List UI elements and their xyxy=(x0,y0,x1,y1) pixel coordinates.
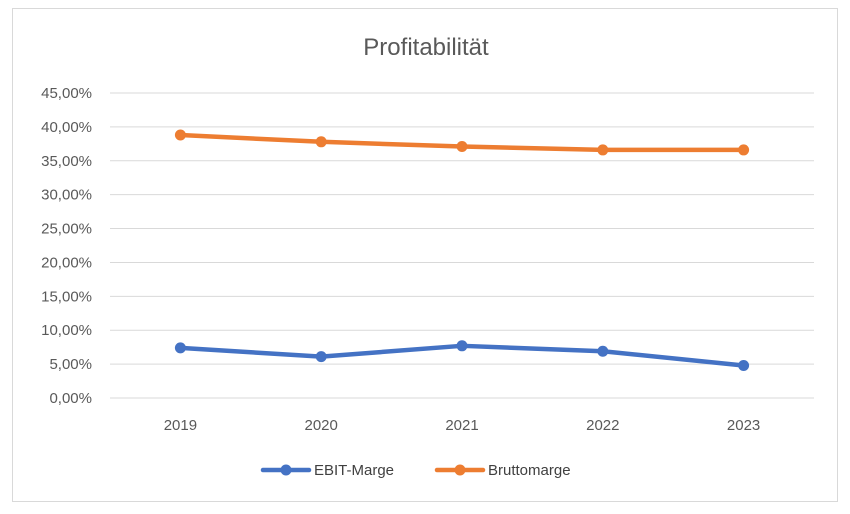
data-point xyxy=(315,136,327,148)
data-point xyxy=(597,144,609,156)
y-tick-label: 5,00% xyxy=(49,356,92,373)
data-point xyxy=(456,141,468,153)
data-point xyxy=(315,351,327,363)
legend-marker-1 xyxy=(454,464,466,476)
legend: EBIT-Marge Bruttomarge xyxy=(260,462,571,479)
x-tick-label: 2021 xyxy=(445,417,478,434)
y-tick-label: 25,00% xyxy=(41,221,92,238)
data-point xyxy=(738,359,750,371)
y-tick-label: 0,00% xyxy=(49,390,92,407)
y-tick-label: 45,00% xyxy=(41,85,92,102)
data-point xyxy=(456,340,468,352)
data-point xyxy=(738,144,750,156)
y-tick-label: 15,00% xyxy=(41,288,92,305)
x-tick-label: 2019 xyxy=(164,417,197,434)
x-tick-label: 2023 xyxy=(727,417,760,434)
y-tick-label: 40,00% xyxy=(41,119,92,136)
x-axis-ticks: 2019 2020 2021 2022 2023 xyxy=(164,417,761,434)
legend-label-0: EBIT-Marge xyxy=(314,462,394,479)
x-tick-label: 2022 xyxy=(586,417,619,434)
y-tick-label: 10,00% xyxy=(41,322,92,339)
y-tick-label: 20,00% xyxy=(41,254,92,271)
series-layer xyxy=(174,129,750,371)
legend-label-1: Bruttomarge xyxy=(488,462,571,479)
chart-title: Profitabilität xyxy=(363,34,489,61)
data-point xyxy=(174,129,186,141)
chart-frame xyxy=(12,8,838,502)
y-tick-label: 35,00% xyxy=(41,153,92,170)
y-axis-ticks: 0,00% 5,00% 10,00% 15,00% 20,00% 25,00% 30,00%… xyxy=(41,85,92,407)
y-tick-label: 30,00% xyxy=(41,187,92,204)
legend-marker-0 xyxy=(280,464,292,476)
data-point xyxy=(174,342,186,354)
data-point xyxy=(597,345,609,357)
gridlines xyxy=(110,92,814,399)
x-tick-label: 2020 xyxy=(305,417,338,434)
